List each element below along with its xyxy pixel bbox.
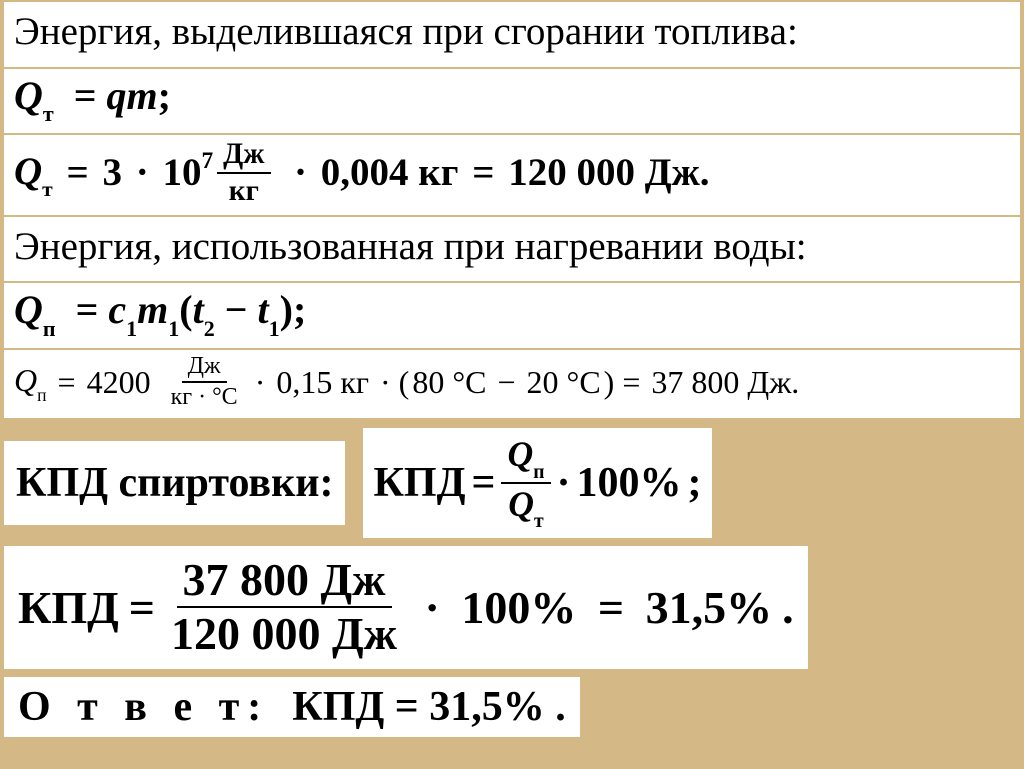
kpd-tail: ; xyxy=(688,459,702,507)
mass-1: 0,004 кг xyxy=(321,147,459,200)
unit-num-2: Дж xyxy=(182,354,227,383)
sym-Q: Q xyxy=(14,73,43,118)
kpd-calc-result: 31,5% xyxy=(646,581,773,634)
cval: 4200 xyxy=(87,361,151,404)
formula-qp-def: Qп = c1m1(t2 − t1); xyxy=(4,283,1020,348)
calc-qt: Qт = 3 · 107 Дж кг · 0,004 кг = 120 000 … xyxy=(4,135,1020,214)
m1-sub: 1 xyxy=(168,316,179,341)
exp-7: 7 xyxy=(201,148,213,174)
sym-Qp: Q xyxy=(14,287,43,332)
t1: t xyxy=(258,287,269,332)
base-10: 10 xyxy=(162,151,201,194)
unit-frac-1: Дж кг xyxy=(217,139,270,206)
sub-t2: т xyxy=(42,177,53,201)
text-fuel-energy: Энергия, выделившаяся при сгорании топли… xyxy=(4,2,1020,67)
coef-3: 3 xyxy=(102,147,122,200)
answer-text: КПД = 31,5% . xyxy=(292,684,565,730)
t-hi: 80 °С xyxy=(412,361,486,404)
mass-2: 0,15 кг xyxy=(276,361,369,404)
answer-line: О т в е т: КПД = 31,5% . xyxy=(4,677,580,737)
unit-den-2: кг · °С xyxy=(165,383,244,410)
sym-Qp2: Q xyxy=(14,362,37,398)
t2: t xyxy=(193,287,204,332)
kpd-calc-frac: 37 800 Дж 120 000 Дж xyxy=(165,556,403,659)
unit-frac-2: Дж кг · °С xyxy=(165,354,244,410)
kpd-num-sym: Q xyxy=(507,434,533,474)
sub-p: п xyxy=(43,316,56,341)
formula-qt-def: Qт = qm; xyxy=(4,69,1020,134)
t1-sub: 1 xyxy=(269,316,280,341)
c1: c xyxy=(108,287,126,332)
calc-qp: Qп = 4200 Дж кг · °С · 0,15 кг · ( 80 °С… xyxy=(4,350,1020,418)
result-2: 37 800 Дж. xyxy=(651,361,799,404)
t2-sub: 2 xyxy=(204,316,215,341)
text-water-energy: Энергия, использованная при нагревании в… xyxy=(4,217,1020,282)
kpd-lhs: КПД xyxy=(373,459,465,507)
unit-num-1: Дж xyxy=(217,139,270,174)
kpd-row: КПД спиртовки: КПД = Qп Qт · 100% ; xyxy=(4,428,1020,538)
unit-den-1: кг xyxy=(223,174,265,207)
kpd-calc-tail: . xyxy=(782,581,794,634)
sub-p2: п xyxy=(37,385,46,405)
kpd-calc: КПД = 37 800 Дж 120 000 Дж · 100% = 31,5… xyxy=(4,546,808,669)
kpd-mult: 100% xyxy=(577,459,682,507)
kpd-calc-den: 120 000 Дж xyxy=(165,608,403,658)
kpd-formula: КПД = Qп Qт · 100% ; xyxy=(363,428,711,538)
rhs-qm: qm xyxy=(107,73,158,118)
m1: m xyxy=(137,287,168,332)
t-lo: 20 °С xyxy=(527,361,601,404)
sub-t: т xyxy=(43,101,54,126)
kpd-calc-lhs: КПД xyxy=(18,581,119,634)
kpd-frac: Qп Qт xyxy=(501,436,550,530)
sym-Q2: Q xyxy=(14,150,42,193)
kpd-label: КПД спиртовки: xyxy=(4,441,345,525)
result-1: 120 000 Дж. xyxy=(508,147,709,200)
kpd-den-sym: Q xyxy=(508,484,534,524)
kpd-calc-mult: 100% xyxy=(461,581,576,634)
semicolon: ; xyxy=(158,73,171,118)
kpd-calc-num: 37 800 Дж xyxy=(177,556,392,608)
kpd-den-sub: т xyxy=(534,511,544,532)
semicolon-2: ; xyxy=(293,287,306,332)
c1-sub: 1 xyxy=(126,316,137,341)
kpd-num-sub: п xyxy=(533,462,544,483)
answer-label: О т в е т: xyxy=(18,684,269,730)
